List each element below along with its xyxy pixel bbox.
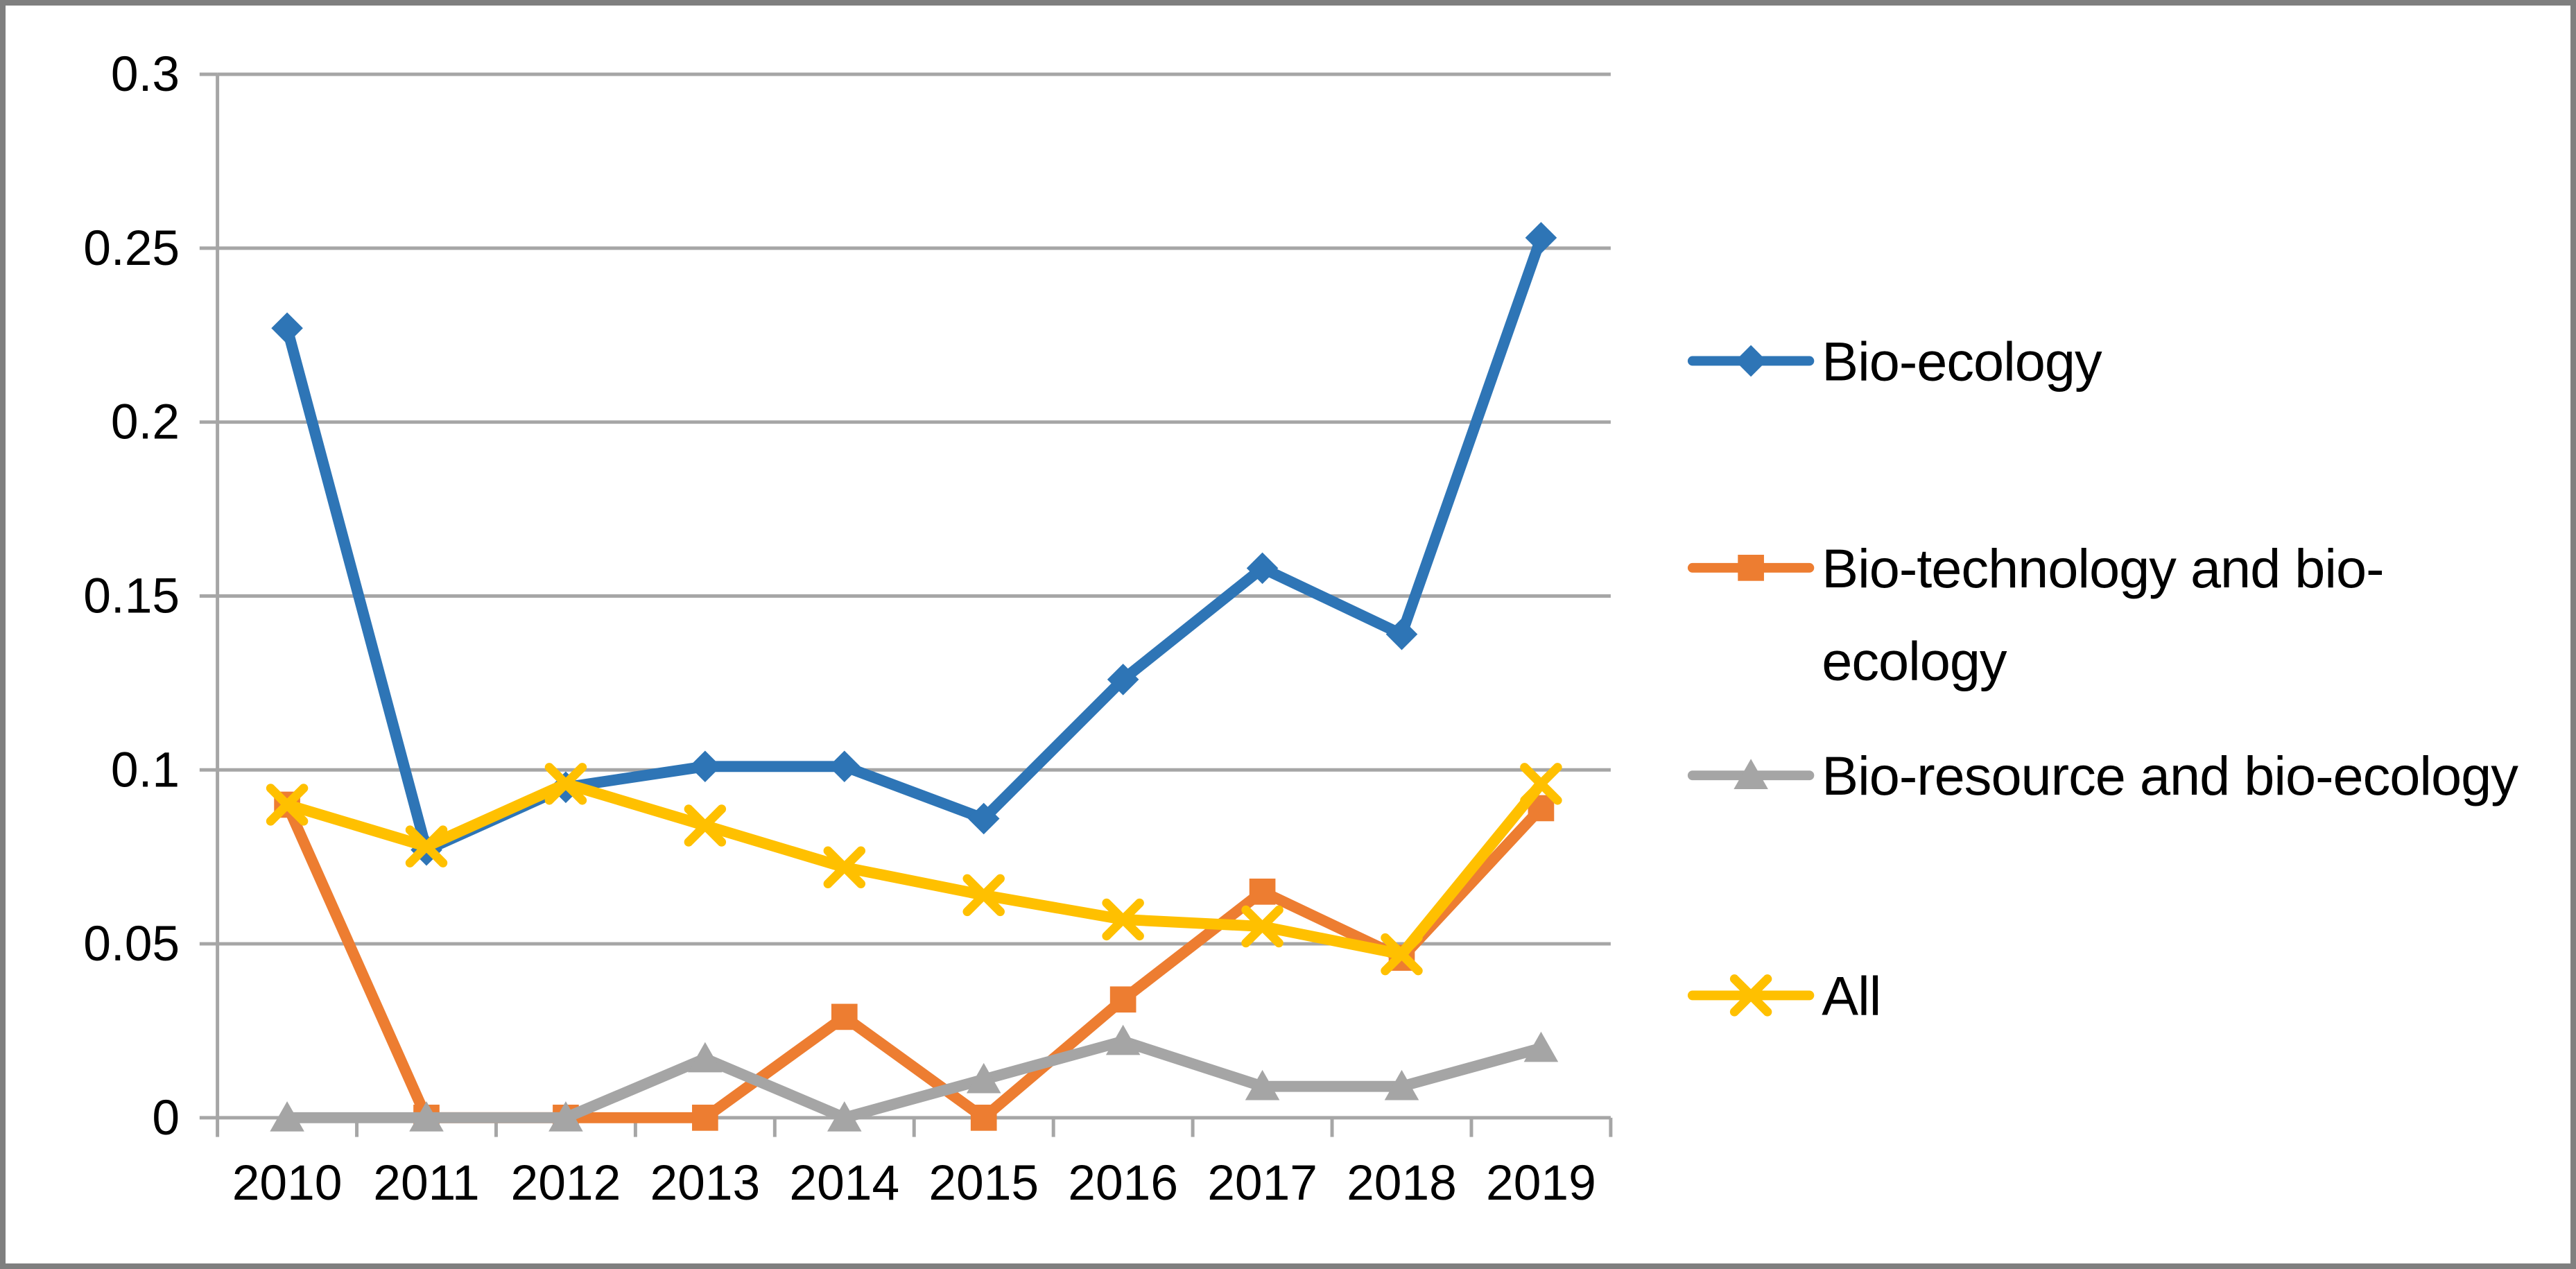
- legend-item-bio-technology-and-bio-ecology: Bio-technology and bio-ecology: [1687, 537, 2385, 691]
- series-line-bio-ecology: [282, 232, 1547, 856]
- x-axis-label: 2015: [928, 1155, 1039, 1211]
- legend: Bio-ecology Bio-technology and bio-ecolog…: [1687, 330, 2519, 1026]
- x-axis-label: 2014: [789, 1155, 899, 1211]
- diamond-marker: [1246, 552, 1279, 585]
- legend-label: Bio-resource and bio-ecology: [1822, 745, 2518, 806]
- x-axis-labels: 2010 2011 2012 2013 2014 2015 2016 2017 2018 2019: [232, 1155, 1596, 1211]
- triangle-marker: [409, 1101, 444, 1132]
- legend-x-marker: [1729, 974, 1772, 1017]
- x-axis-label: 2017: [1207, 1155, 1317, 1211]
- legend-label-line: Bio-resource and bio-ecology: [1822, 745, 2518, 806]
- triangle-marker: [1245, 1069, 1280, 1100]
- x-marker: [1241, 905, 1283, 948]
- x-axis-label: 2010: [232, 1155, 343, 1211]
- legend-item-all: All: [1687, 965, 1881, 1026]
- x-marker: [1381, 933, 1423, 976]
- x-marker: [962, 874, 1005, 917]
- x-axis-label: 2012: [511, 1155, 621, 1211]
- y-axis-label: 0.15: [83, 568, 180, 623]
- diamond-marker: [828, 750, 861, 783]
- square-marker: [831, 1003, 858, 1030]
- series-line-all: [282, 778, 1547, 960]
- square-marker: [970, 1105, 997, 1131]
- x-axis-label: 2011: [373, 1155, 479, 1211]
- y-axis-label: 0: [152, 1090, 180, 1146]
- triangle-marker: [1384, 1069, 1419, 1100]
- diamond-marker: [689, 750, 721, 783]
- triangle-marker: [966, 1062, 1001, 1094]
- legend-label-line: All: [1822, 965, 1881, 1026]
- legend-label: Bio-ecology: [1822, 330, 2102, 392]
- y-axis-label: 0.1: [111, 742, 180, 797]
- triangle-marker: [548, 1101, 583, 1132]
- y-axis-label: 0.2: [111, 395, 180, 450]
- legend-triangle-marker: [1734, 759, 1768, 790]
- x-marker: [405, 825, 448, 867]
- gridlines: [217, 72, 1611, 946]
- legend-label-line: Bio-technology and bio-: [1822, 537, 2383, 598]
- legend-label-line: Bio-ecology: [1822, 330, 2102, 392]
- legend-item-bio-ecology: Bio-ecology: [1687, 330, 2103, 392]
- legend-label: All: [1822, 965, 1881, 1026]
- square-marker: [692, 1105, 718, 1131]
- x-axis-label: 2016: [1068, 1155, 1178, 1211]
- legend-label-line: ecology: [1822, 630, 2007, 691]
- square-marker: [1249, 878, 1276, 905]
- triangle-marker: [1523, 1031, 1559, 1062]
- series-bio-technology-and-bio-ecology: [274, 791, 1555, 1131]
- legend-square-marker: [1738, 555, 1764, 581]
- x-axis-label: 2019: [1486, 1155, 1596, 1211]
- triangle-marker: [270, 1101, 304, 1132]
- y-axis-label: 0.3: [111, 46, 180, 102]
- diamond-marker: [1385, 618, 1418, 650]
- diamond-marker: [967, 802, 1000, 835]
- series-bio-resource-and-bio-ecology: [270, 1024, 1559, 1132]
- triangle-marker: [827, 1101, 862, 1132]
- x-marker: [823, 846, 866, 888]
- x-marker: [684, 804, 727, 847]
- legend-item-bio-resource-and-bio-ecology: Bio-resource and bio-ecology: [1687, 745, 2519, 806]
- x-axis-label: 2013: [650, 1155, 760, 1211]
- x-marker: [1520, 763, 1562, 805]
- triangle-marker: [688, 1042, 723, 1073]
- legend-diamond-marker: [1735, 345, 1767, 377]
- x-axis-label: 2018: [1347, 1155, 1457, 1211]
- series-line-bio-resource-and-bio-ecology: [282, 1035, 1547, 1123]
- square-marker: [1109, 986, 1136, 1013]
- axes: [199, 72, 1613, 1137]
- y-axis-labels: 0 0.05 0.1 0.15 0.2 0.25 0.3: [83, 46, 180, 1146]
- triangle-marker: [1105, 1024, 1141, 1055]
- y-axis-label: 0.25: [83, 221, 180, 276]
- x-marker: [266, 784, 309, 826]
- y-axis-label: 0.05: [83, 916, 180, 972]
- series-line-bio-technology-and-bio-ecology: [282, 799, 1547, 1123]
- legend-label: Bio-technology and bio-ecology: [1822, 537, 2383, 691]
- x-marker: [1102, 898, 1144, 941]
- diamond-marker: [271, 312, 303, 345]
- series-all: [266, 763, 1562, 976]
- x-marker: [544, 763, 587, 805]
